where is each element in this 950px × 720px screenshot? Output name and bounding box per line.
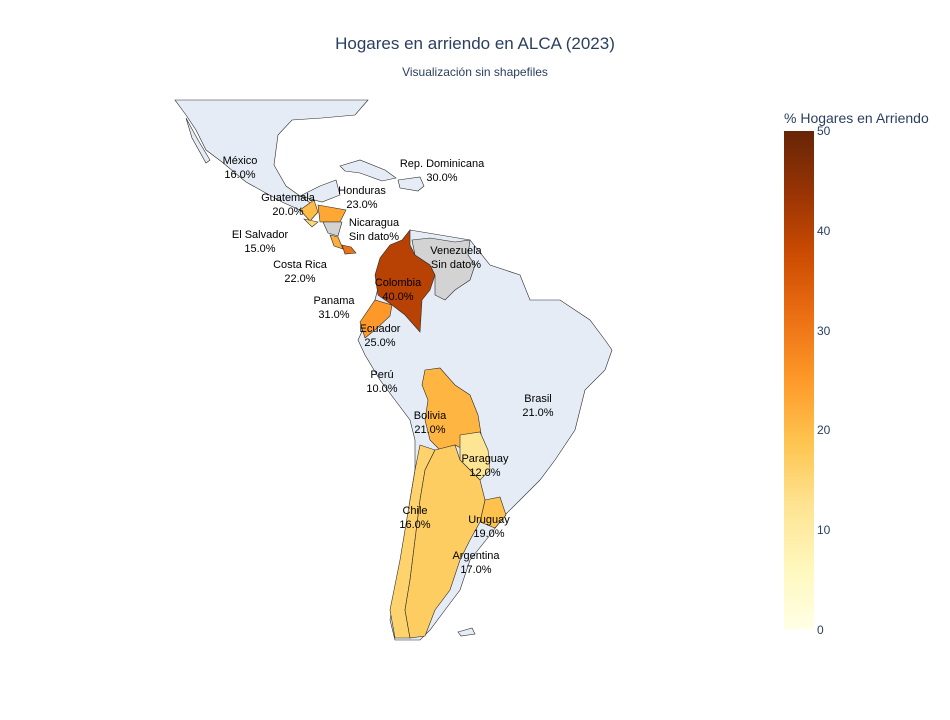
country-label-honduras: Honduras 23.0% <box>338 185 386 211</box>
colorbar-tick: 50 <box>817 124 831 138</box>
country-value: 21.0% <box>414 424 445 436</box>
country-name: Ecuador <box>360 323 401 335</box>
country-label-mexico: México 16.0% <box>223 155 258 181</box>
country-honduras[interactable] <box>317 204 347 223</box>
country-name: Brasil <box>524 393 552 405</box>
country-guatemala[interactable] <box>299 199 319 222</box>
country-value: 30.0% <box>426 172 457 184</box>
land-yucatan[interactable] <box>299 179 341 203</box>
land-north-america[interactable] <box>174 99 369 211</box>
country-label-uruguay: Uruguay 19.0% <box>468 514 510 540</box>
country-label-colombia: Colombia 40.0% <box>375 277 422 303</box>
country-name: México <box>223 155 258 167</box>
country-name: Colombia <box>375 277 422 289</box>
country-name: Venezuela <box>430 245 482 257</box>
country-ecuador[interactable] <box>359 299 393 339</box>
country-name: Guatemala <box>261 192 316 204</box>
country-label-bolivia: Bolivia 21.0% <box>414 410 447 436</box>
country-value: 20.0% <box>272 206 303 218</box>
country-value: 10.0% <box>366 383 397 395</box>
country-value: 23.0% <box>346 199 377 211</box>
country-panama[interactable] <box>341 244 357 255</box>
country-value: 25.0% <box>364 337 395 349</box>
colorbar-tick: 40 <box>817 223 831 238</box>
country-nicaragua[interactable] <box>322 221 343 237</box>
country-argentina[interactable] <box>404 444 486 639</box>
country-name: Costa Rica <box>273 259 328 271</box>
colorbar-tick: 0 <box>817 623 824 637</box>
country-value: 31.0% <box>318 309 349 321</box>
country-label-argentina: Argentina 17.0% <box>452 550 500 576</box>
country-name: Perú <box>370 369 393 381</box>
country-venezuela[interactable] <box>411 237 476 301</box>
land-hispaniola[interactable] <box>397 176 425 192</box>
country-costa-rica[interactable] <box>329 234 344 250</box>
country-label-venezuela: Venezuela Sin dato% <box>430 245 482 271</box>
country-el-salvador[interactable] <box>303 218 319 228</box>
country-name: Bolivia <box>414 410 447 422</box>
country-value: 22.0% <box>284 273 315 285</box>
country-value: 19.0% <box>473 528 504 540</box>
country-label-ecuador: Ecuador 25.0% <box>360 323 401 349</box>
country-name: Paraguay <box>461 453 509 465</box>
country-label-paraguay: Paraguay 12.0% <box>461 453 509 479</box>
colorbar-title: % Hogares en Arriendo <box>784 110 929 126</box>
country-name: Argentina <box>452 550 500 562</box>
chart-title: Hogares en arriendo en ALCA (2023) <box>335 34 615 53</box>
country-label-guatemala: Guatemala 20.0% <box>261 192 316 218</box>
country-label-costa-rica: Costa Rica 22.0% <box>273 259 328 285</box>
colorbar-tick: 20 <box>817 423 831 438</box>
country-value: 40.0% <box>382 291 413 303</box>
country-name: Uruguay <box>468 514 510 526</box>
country-name: El Salvador <box>232 229 289 241</box>
country-value: 12.0% <box>469 467 500 479</box>
chart-subtitle: Visualización sin shapefiles <box>402 65 548 79</box>
colorbar-tick: 30 <box>817 323 831 338</box>
country-value: 21.0% <box>522 407 553 419</box>
country-label-chile: Chile 16.0% <box>399 505 430 531</box>
land-baja-california[interactable] <box>185 117 211 164</box>
country-value: 17.0% <box>460 564 491 576</box>
land-falklands[interactable] <box>457 627 476 637</box>
colorbar <box>784 131 814 629</box>
country-value: 16.0% <box>224 169 255 181</box>
country-value: Sin dato% <box>431 259 481 271</box>
country-label-peru: Perú 10.0% <box>366 369 397 395</box>
country-name: Nicaragua <box>349 217 400 229</box>
country-name: Rep. Dominicana <box>400 158 485 170</box>
country-label-rep-dominicana: Rep. Dominicana 30.0% <box>400 158 485 184</box>
country-value: 15.0% <box>244 243 275 255</box>
country-label-brasil: Brasil 21.0% <box>522 393 553 419</box>
land-cuba[interactable] <box>339 159 397 182</box>
country-name: Honduras <box>338 185 386 197</box>
country-value: 16.0% <box>399 519 430 531</box>
country-label-panama: Panama 31.0% <box>314 295 356 321</box>
colorbar-tick: 10 <box>817 523 831 538</box>
country-name: Panama <box>314 295 356 307</box>
country-label-el-salvador: El Salvador 15.0% <box>232 229 289 255</box>
country-value: Sin dato% <box>349 231 399 243</box>
country-name: Chile <box>402 505 427 517</box>
country-label-nicaragua: Nicaragua Sin dato% <box>349 217 400 243</box>
